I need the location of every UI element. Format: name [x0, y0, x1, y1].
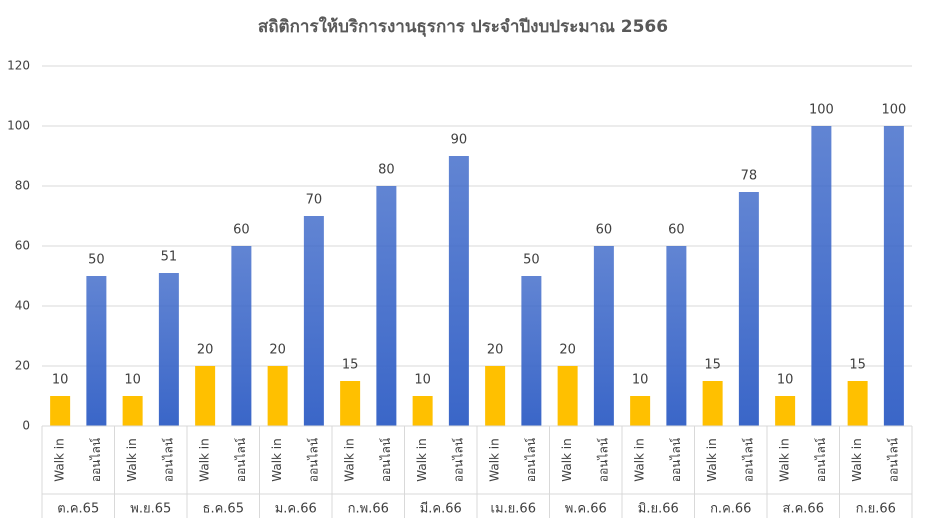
- y-tick-label: 0: [22, 419, 30, 433]
- data-label: 51: [161, 250, 178, 265]
- bar: [557, 366, 578, 426]
- data-label: 15: [849, 358, 866, 373]
- x-subcategory-label: ออนไลน์: [741, 438, 755, 482]
- data-label: 10: [414, 373, 431, 388]
- data-label: 70: [306, 193, 323, 208]
- data-label: 20: [269, 343, 286, 358]
- x-subcategory-label: ออนไลน์: [161, 438, 175, 482]
- y-tick-label: 80: [15, 179, 30, 193]
- bar: [702, 381, 723, 426]
- bar: [448, 156, 469, 426]
- bar: [50, 396, 71, 426]
- bar: [231, 246, 252, 426]
- bar: [340, 381, 361, 426]
- x-subcategory-label: Walk in: [53, 438, 67, 482]
- bar: [593, 246, 614, 426]
- x-subcategory-label: Walk in: [778, 438, 792, 482]
- data-label: 80: [378, 163, 395, 178]
- data-label: 78: [741, 169, 758, 184]
- x-subcategory-label: ออนไลน์: [234, 438, 248, 482]
- data-label: 10: [124, 373, 141, 388]
- x-subcategory-label: ออนไลน์: [524, 438, 538, 482]
- data-label: 60: [596, 223, 613, 238]
- bar: [521, 276, 542, 426]
- x-subcategory-label: Walk in: [198, 438, 212, 482]
- data-label: 60: [668, 223, 685, 238]
- bar: [158, 273, 179, 426]
- x-subcategory-label: Walk in: [705, 438, 719, 482]
- x-subcategory-label: ออนไลน์: [814, 438, 828, 482]
- x-category-label: มี.ค.66: [420, 501, 462, 517]
- chart-title: สถิติการให้บริการงานธุรการ ประจำปีงบประม…: [258, 16, 668, 37]
- data-label: 10: [632, 373, 649, 388]
- x-category-label: ส.ค.66: [783, 502, 824, 517]
- data-label: 60: [233, 223, 250, 238]
- bar: [883, 126, 904, 426]
- x-category-label: พ.ค.66: [565, 502, 607, 517]
- bar: [485, 366, 506, 426]
- data-label: 10: [777, 373, 794, 388]
- bar: [738, 192, 759, 426]
- x-category-label: ธ.ค.65: [203, 502, 244, 517]
- x-category-label: เม.ย.66: [491, 502, 536, 517]
- data-label: 15: [342, 358, 359, 373]
- data-label: 10: [52, 373, 69, 388]
- x-subcategory-label: Walk in: [415, 438, 429, 482]
- x-category-label: ก.ย.66: [856, 502, 896, 517]
- y-tick-label: 120: [7, 59, 30, 73]
- bar: [847, 381, 868, 426]
- x-subcategory-label: Walk in: [488, 438, 502, 482]
- x-subcategory-label: Walk in: [343, 438, 357, 482]
- x-subcategory-label: ออนไลน์: [596, 438, 610, 482]
- x-subcategory-label: ออนไลน์: [306, 438, 320, 482]
- data-label: 90: [451, 133, 468, 148]
- data-label: 20: [487, 343, 504, 358]
- data-label: 100: [881, 103, 906, 118]
- x-subcategory-label: ออนไลน์: [451, 438, 465, 482]
- y-tick-label: 60: [15, 239, 30, 253]
- x-subcategory-label: Walk in: [633, 438, 647, 482]
- x-subcategory-label: ออนไลน์: [669, 438, 683, 482]
- x-category-label: ม.ค.66: [275, 502, 317, 517]
- x-category-label: พ.ย.65: [130, 502, 171, 517]
- data-label: 50: [523, 253, 540, 268]
- x-subcategory-label: ออนไลน์: [89, 438, 103, 482]
- bar: [775, 396, 796, 426]
- x-subcategory-label: Walk in: [850, 438, 864, 482]
- data-label: 100: [809, 103, 834, 118]
- x-subcategory-label: ออนไลน์: [379, 438, 393, 482]
- bar: [630, 396, 651, 426]
- bar: [86, 276, 107, 426]
- x-subcategory-label: Walk in: [125, 438, 139, 482]
- x-category-label: ต.ค.65: [57, 502, 99, 517]
- data-label: 20: [559, 343, 576, 358]
- data-label: 50: [88, 253, 105, 268]
- bar: [195, 366, 216, 426]
- bar: [412, 396, 433, 426]
- data-label: 20: [197, 343, 214, 358]
- bar: [376, 186, 397, 426]
- bar: [122, 396, 143, 426]
- x-category-label: ก.ค.66: [710, 502, 751, 517]
- bar: [811, 126, 832, 426]
- bar: [267, 366, 288, 426]
- x-subcategory-label: Walk in: [560, 438, 574, 482]
- x-category-label: มิ.ย.66: [638, 502, 679, 517]
- y-tick-label: 100: [7, 119, 30, 133]
- x-subcategory-label: ออนไลน์: [886, 438, 900, 482]
- bar: [303, 216, 324, 426]
- data-label: 15: [704, 358, 721, 373]
- bar: [666, 246, 687, 426]
- x-subcategory-label: Walk in: [270, 438, 284, 482]
- y-tick-label: 40: [15, 299, 30, 313]
- y-tick-label: 20: [15, 359, 30, 373]
- x-category-label: ก.พ.66: [348, 502, 389, 517]
